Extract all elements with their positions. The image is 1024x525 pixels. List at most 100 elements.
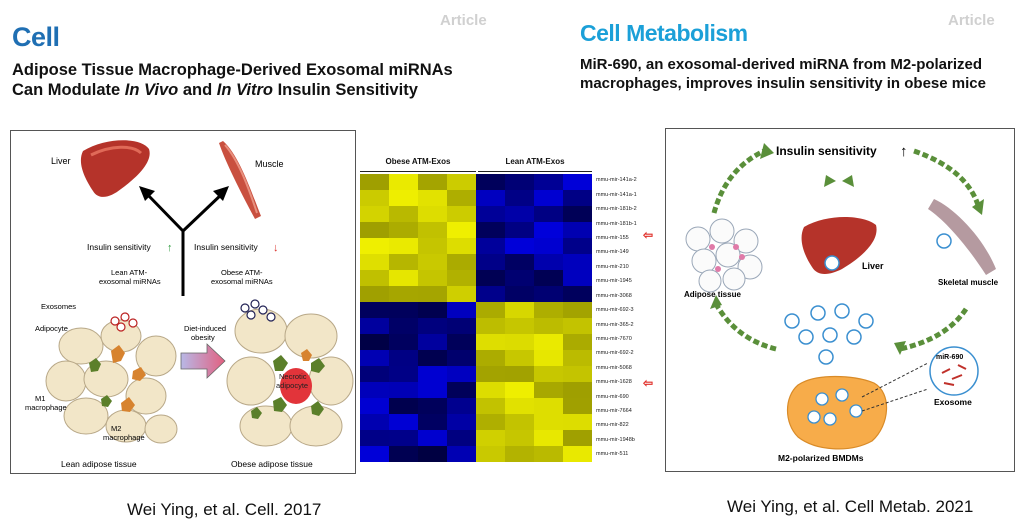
heatmap-grid [360,174,592,462]
heatmap-cell [418,222,447,238]
heatmap-cell [389,334,418,350]
heatmap-cell [563,398,592,414]
heatmap-cell [360,398,389,414]
heatmap-row-label: mmu-mir-155 [596,235,629,242]
heatmap-cell [360,302,389,318]
exosome-dots-obese [240,299,276,322]
heatmap-cell [447,430,476,446]
heatmap-cell [505,318,534,334]
heatmap-cell [476,318,505,334]
heatmap-cell [360,238,389,254]
heatmap-cell [447,174,476,190]
heatmap-cell [563,302,592,318]
heatmap-cell [534,302,563,318]
heatmap-cell [447,190,476,206]
obese-atm-label-1: Obese ATM- [221,268,263,277]
diet-label-2: obesity [191,333,215,342]
heatmap-cell [563,430,592,446]
heatmap-cell [505,398,534,414]
liver-label: Liver [51,156,71,166]
heatmap-cell [389,414,418,430]
heatmap-cell [534,334,563,350]
heatmap-cell [505,350,534,366]
left-paper-title: Adipose Tissue Macrophage-Derived Exosom… [12,61,453,99]
heatmap-cell [476,350,505,366]
heatmap-row-label: mmu-mir-690 [596,393,629,400]
heatmap-cell [360,222,389,238]
heatmap-cell [418,398,447,414]
mir690-label: miR-690 [936,354,963,361]
heatmap-cell [389,430,418,446]
adipose-tissue-label: Adipose tissue [684,290,741,299]
heatmap-cell [505,190,534,206]
liver-label-right: Liver [862,261,884,271]
heatmap-cell [505,334,534,350]
heatmap-cell [476,254,505,270]
heatmap-cell [563,222,592,238]
heatmap-cell [534,446,563,462]
heatmap-cell [389,190,418,206]
heatmap-cell [360,446,389,462]
heatmap-cell [418,238,447,254]
heatmap-cell [534,414,563,430]
exosome-cloud [784,303,874,365]
heatmap-cell [389,254,418,270]
m2-label-1: M2 [111,424,121,433]
adipose-dots [709,244,745,272]
heatmap-cell [505,414,534,430]
heatmap-cell [563,350,592,366]
heatmap-cell [360,366,389,382]
heatmap-cell [534,350,563,366]
heatmap-cell [418,206,447,222]
heatmap-cell [476,190,505,206]
insulin-sensitivity-up-label: Insulin sensitivity [87,242,152,252]
m1-macrophages-lean [89,358,112,407]
green-cycle-arrows [711,148,981,352]
heatmap-cell [360,206,389,222]
heatmap-cell [476,430,505,446]
liver-illustration [80,140,150,197]
heatmap-cell [418,254,447,270]
heatmap-cell [389,238,418,254]
heatmap-cell [505,222,534,238]
heatmap-cell [563,238,592,254]
heatmap-cell [418,414,447,430]
heatmap-cell [447,446,476,462]
heatmap-cell [476,222,505,238]
heatmap-row-label: mmu-mir-1628 [596,379,632,386]
heatmap-cell [505,254,534,270]
heatmap-cell [563,174,592,190]
heatmap-cell [505,206,534,222]
heatmap-row-label: mmu-mir-365-2 [596,321,634,328]
heatmap-cell [505,174,534,190]
adipose-cluster [685,218,763,293]
heatmap-cell [476,414,505,430]
insulin-sensitivity-down-label: Insulin sensitivity [194,242,259,252]
heatmap-cell [476,446,505,462]
heatmap-cell [534,286,563,302]
heatmap-cell [563,254,592,270]
heatmap-cell [389,318,418,334]
exosomes-label: Exosomes [41,302,76,311]
mir690-strands [941,364,967,386]
heatmap-cell [389,206,418,222]
heatmap-cell [360,414,389,430]
heatmap-cell [418,174,447,190]
heatmap-cell [476,302,505,318]
mirna-heatmap: Obese ATM-Exos Lean ATM-Exos mmu-mir-141… [360,152,660,462]
heatmap-cell [563,366,592,382]
heatmap-cell [505,286,534,302]
heatmap-cell [563,206,592,222]
heatmap-cell [563,318,592,334]
heatmap-cell [534,366,563,382]
heatmap-cell [476,334,505,350]
heatmap-cell [563,190,592,206]
heatmap-cell [447,254,476,270]
heatmap-row-label: mmu-mir-692-2 [596,350,634,357]
m2-bmdm-cell [787,375,888,450]
heatmap-cell [389,366,418,382]
heatmap-row-label: mmu-mir-7670 [596,335,632,342]
heatmap-cell [389,446,418,462]
heatmap-cell [476,174,505,190]
heatmap-cell [418,382,447,398]
